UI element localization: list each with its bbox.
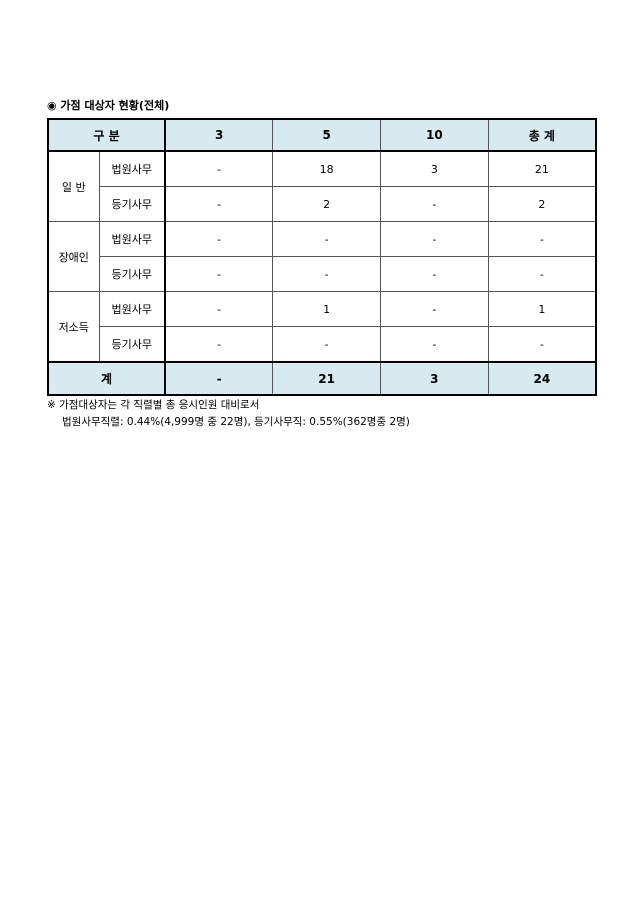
value-cell: 3 [379,150,489,187]
value-cell: 1 [487,291,597,327]
value-cell: - [164,221,274,257]
value-cell: - [164,291,274,327]
total-cell: - [164,361,274,396]
value-cell: - [164,326,274,363]
table-row: 등기사무 -2-2 [48,186,597,222]
header-cell: 총 계 [487,118,597,152]
sub-label: 등기사무 [98,256,167,292]
value-cell: - [272,256,381,292]
table-row: 장애인 법원사무 - - - - [47,221,597,292]
table-row: 저소득 법원사무 -1-1 [47,291,597,363]
group-label: 저소득 [47,291,100,363]
total-cell: 3 [379,361,489,396]
footnote-detail: 법원사무직렬: 0.44%(4,999명 중 22명), 등기사무직: 0.55… [62,416,410,428]
header-cell: 10 [379,118,489,152]
section-title: ◉ 가점 대상자 현황(전체) [47,99,170,112]
value-cell: - [272,221,381,257]
value-cell: - [487,256,597,292]
total-label: 계 [47,361,167,396]
value-cell: 1 [272,291,381,327]
footnote: ※ 가점대상자는 각 직렬별 총 응시인원 대비로서 [47,399,260,411]
applicant-table: 구 분 3 5 10 총 계 일 반 법원사무 -18 3 21 등기사무 -2-2 장애인 법… [47,118,597,396]
value-cell: - [379,256,489,292]
table-row: 등기사무 - - - - [48,256,597,292]
sub-label: 등기사무 [98,326,167,363]
value-cell: - [487,221,597,257]
value-cell: - [164,150,274,187]
table-row: 등기사무 - - - - [48,326,597,363]
group-label: 장애인 [47,221,100,292]
sub-label: 등기사무 [98,186,167,222]
total-row: 계 - 21 3 24 [47,361,597,396]
sub-label: 법원사무 [98,150,167,187]
value-cell: - [379,186,489,222]
sub-label: 법원사무 [98,221,167,257]
header-category: 구 분 [47,118,167,152]
sub-label: 법원사무 [98,291,167,327]
value-cell: 21 [487,150,597,187]
value-cell: 2 [272,186,381,222]
table-row: 일 반 법원사무 -18 3 21 [47,150,597,222]
table-header-row: 구 분 3 5 10 총 계 [47,118,597,152]
value-cell: - [272,326,381,363]
total-cell: 21 [272,361,381,396]
group-label: 일 반 [47,150,100,222]
value-cell: - [379,221,489,257]
value-cell: - [379,326,489,363]
header-cell: 3 [164,118,274,152]
value-cell: - [487,326,597,363]
value-cell: - [379,291,489,327]
header-cell: 5 [272,118,381,152]
value-cell: 18 [272,150,381,187]
total-cell: 24 [487,361,597,396]
value-cell: - [164,256,274,292]
value-cell: - [164,186,274,222]
value-cell: 2 [487,186,597,222]
